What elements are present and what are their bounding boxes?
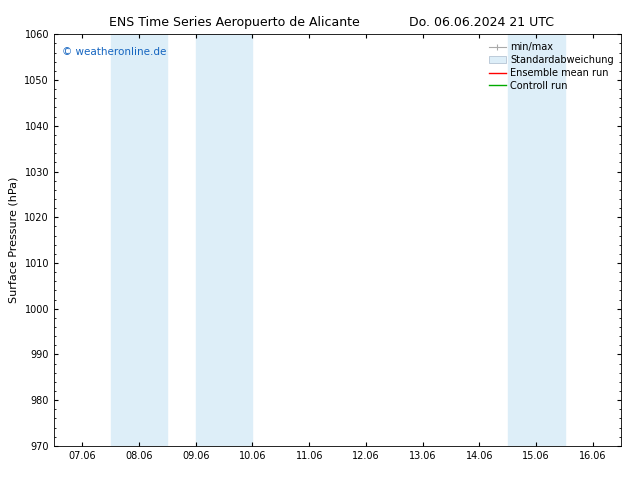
Y-axis label: Surface Pressure (hPa): Surface Pressure (hPa) — [9, 177, 19, 303]
Bar — [110, 34, 167, 446]
Bar — [508, 34, 564, 446]
Text: Do. 06.06.2024 21 UTC: Do. 06.06.2024 21 UTC — [410, 16, 554, 29]
Text: © weatheronline.de: © weatheronline.de — [62, 47, 167, 57]
Bar — [196, 34, 252, 446]
Text: ENS Time Series Aeropuerto de Alicante: ENS Time Series Aeropuerto de Alicante — [109, 16, 360, 29]
Legend: min/max, Standardabweichung, Ensemble mean run, Controll run: min/max, Standardabweichung, Ensemble me… — [486, 39, 616, 94]
